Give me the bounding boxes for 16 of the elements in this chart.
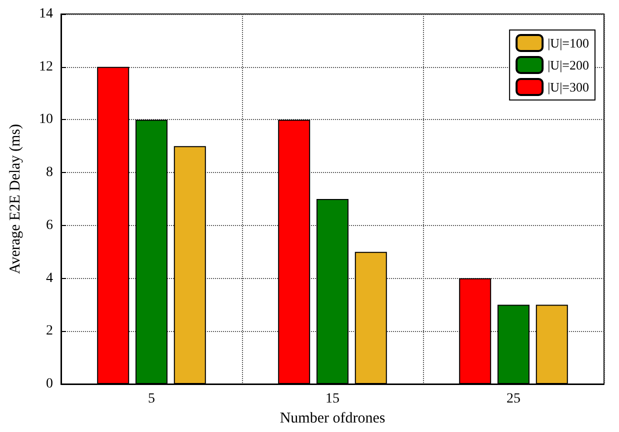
legend-label: |U|=200	[548, 58, 590, 72]
y-tick-label: 12	[39, 59, 53, 74]
y-tick-label: 14	[39, 6, 53, 22]
y-tick-label: 6	[46, 218, 53, 233]
x-tick-label: 25	[506, 392, 520, 406]
x-tick-label: 5	[148, 392, 155, 406]
y-tick-label: 4	[46, 270, 53, 286]
y-tick-label: 10	[39, 112, 53, 128]
x-tick-label: 15	[326, 392, 340, 406]
y-axis-title: Average E2E Delay (ms)	[8, 124, 24, 274]
legend-label: |U|=100	[548, 36, 590, 50]
y-tick-label: 0	[46, 376, 53, 392]
y-tick-label: 8	[46, 165, 53, 180]
y-tick-label: 2	[46, 324, 53, 339]
x-axis-title: Number ofdrones	[280, 410, 386, 426]
legend-label: |U|=300	[548, 80, 590, 94]
